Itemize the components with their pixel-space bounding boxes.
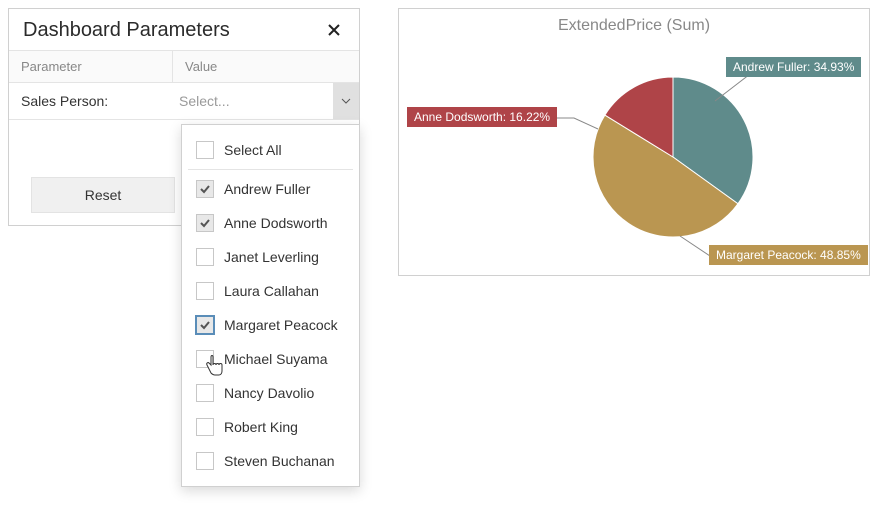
slice-label: Margaret Peacock: 48.85% bbox=[709, 245, 868, 265]
dropdown-item-label: Anne Dodsworth bbox=[224, 215, 328, 231]
check-icon bbox=[199, 183, 211, 195]
checkbox[interactable] bbox=[196, 248, 214, 266]
parameter-row: Sales Person: Select... bbox=[9, 83, 359, 120]
dropdown-item[interactable]: Steven Buchanan bbox=[190, 444, 351, 478]
reset-button[interactable]: Reset bbox=[31, 177, 175, 213]
checkbox[interactable] bbox=[196, 452, 214, 470]
column-parameter: Parameter bbox=[9, 51, 173, 82]
checkbox[interactable] bbox=[196, 180, 214, 198]
slice-label: Anne Dodsworth: 16.22% bbox=[407, 107, 557, 127]
dropdown-item-label: Robert King bbox=[224, 419, 298, 435]
chart-panel: ExtendedPrice (Sum) Andrew Fuller: 34.93… bbox=[398, 8, 870, 276]
sales-person-select[interactable]: Select... bbox=[173, 83, 359, 119]
checkbox[interactable] bbox=[196, 316, 214, 334]
checkbox[interactable] bbox=[196, 384, 214, 402]
check-icon bbox=[199, 217, 211, 229]
dropdown-item-label: Andrew Fuller bbox=[224, 181, 310, 197]
slice-label: Andrew Fuller: 34.93% bbox=[726, 57, 861, 77]
column-value: Value bbox=[173, 51, 359, 82]
panel-title: Dashboard Parameters bbox=[23, 19, 230, 42]
select-caret-button[interactable] bbox=[333, 83, 359, 119]
dropdown-item[interactable]: Laura Callahan bbox=[190, 274, 351, 308]
close-button[interactable] bbox=[323, 20, 345, 42]
checkbox[interactable] bbox=[196, 141, 214, 159]
close-icon bbox=[327, 21, 341, 41]
pie-chart: Andrew Fuller: 34.93% Margaret Peacock: 4… bbox=[399, 39, 869, 265]
leader-line bbox=[552, 118, 598, 129]
dropdown-item[interactable]: Janet Leverling bbox=[190, 240, 351, 274]
checkbox[interactable] bbox=[196, 418, 214, 436]
dropdown-item-label: Nancy Davolio bbox=[224, 385, 314, 401]
select-all-item[interactable]: Select All bbox=[190, 133, 351, 167]
checkbox[interactable] bbox=[196, 282, 214, 300]
dropdown-item-label: Margaret Peacock bbox=[224, 317, 338, 333]
dropdown-item[interactable]: Robert King bbox=[190, 410, 351, 444]
dropdown-separator bbox=[188, 169, 353, 170]
select-all-label: Select All bbox=[224, 142, 282, 158]
dropdown-item[interactable]: Margaret Peacock bbox=[190, 308, 351, 342]
dropdown-item[interactable]: Andrew Fuller bbox=[190, 172, 351, 206]
dropdown-item[interactable]: Nancy Davolio bbox=[190, 376, 351, 410]
sales-person-dropdown: Select All Andrew Fuller Anne Dodsworth Ja… bbox=[181, 124, 360, 487]
columns-header: Parameter Value bbox=[9, 50, 359, 83]
check-icon bbox=[199, 319, 211, 331]
dropdown-item[interactable]: Michael Suyama bbox=[190, 342, 351, 376]
select-placeholder: Select... bbox=[173, 93, 333, 109]
dropdown-item-label: Michael Suyama bbox=[224, 351, 328, 367]
dropdown-item-label: Janet Leverling bbox=[224, 249, 319, 265]
chart-title: ExtendedPrice (Sum) bbox=[399, 9, 869, 39]
checkbox[interactable] bbox=[196, 214, 214, 232]
checkbox[interactable] bbox=[196, 350, 214, 368]
parameter-label: Sales Person: bbox=[9, 83, 173, 119]
dropdown-item-label: Steven Buchanan bbox=[224, 453, 335, 469]
dropdown-item-label: Laura Callahan bbox=[224, 283, 319, 299]
dropdown-item[interactable]: Anne Dodsworth bbox=[190, 206, 351, 240]
caret-down-icon bbox=[341, 98, 351, 104]
